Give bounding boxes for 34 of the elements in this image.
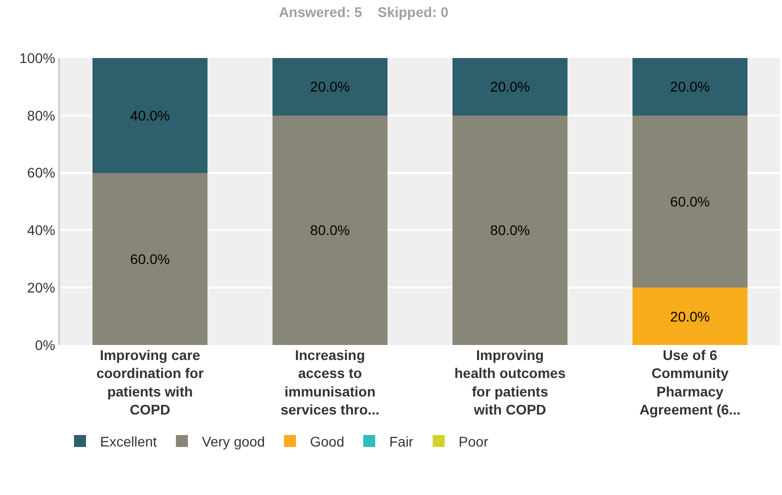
data-label: 20.0% xyxy=(670,78,710,95)
x-tick-label: Improving health outcomes for patients with COPD xyxy=(454,347,566,418)
data-label: 80.0% xyxy=(490,222,530,238)
data-label: 20.0% xyxy=(490,78,530,95)
bar xyxy=(272,115,388,345)
y-tick-label: 60% xyxy=(27,164,56,181)
bar xyxy=(452,115,568,345)
y-tick-label: 100% xyxy=(19,50,56,66)
bar xyxy=(92,58,208,173)
y-tick-label: 0% xyxy=(34,336,56,353)
legend-label: Fair xyxy=(389,433,414,450)
data-label: 60.0% xyxy=(670,194,710,210)
bar xyxy=(452,58,568,116)
bar xyxy=(92,172,208,345)
legend-label: Poor xyxy=(458,433,489,450)
data-label: 80.0% xyxy=(310,222,350,238)
x-tick-label: Increasing access to immunisation services thro... xyxy=(280,347,380,418)
bar xyxy=(632,58,748,116)
bar xyxy=(632,288,748,345)
chart-title: Answered: 5 Skipped: 0 xyxy=(278,4,449,20)
data-label: 40.0% xyxy=(130,107,170,124)
data-label: 20.0% xyxy=(670,308,710,324)
y-tick-label: 20% xyxy=(27,280,56,296)
y-tick-label: 80% xyxy=(27,107,56,124)
bar xyxy=(272,58,388,116)
legend-label: Very good xyxy=(202,433,265,450)
data-label: 60.0% xyxy=(130,250,170,267)
data-label: 20.0% xyxy=(310,78,350,95)
x-tick-label: Improving care coordination for patients with COPD xyxy=(96,347,204,418)
y-tick-label: 40% xyxy=(27,222,56,238)
legend-label: Good xyxy=(310,433,344,450)
bar xyxy=(632,115,748,288)
x-tick-label: Use of 6 Community Pharmacy Agreement (6... xyxy=(639,347,741,418)
legend-label: Excellent xyxy=(100,433,157,450)
